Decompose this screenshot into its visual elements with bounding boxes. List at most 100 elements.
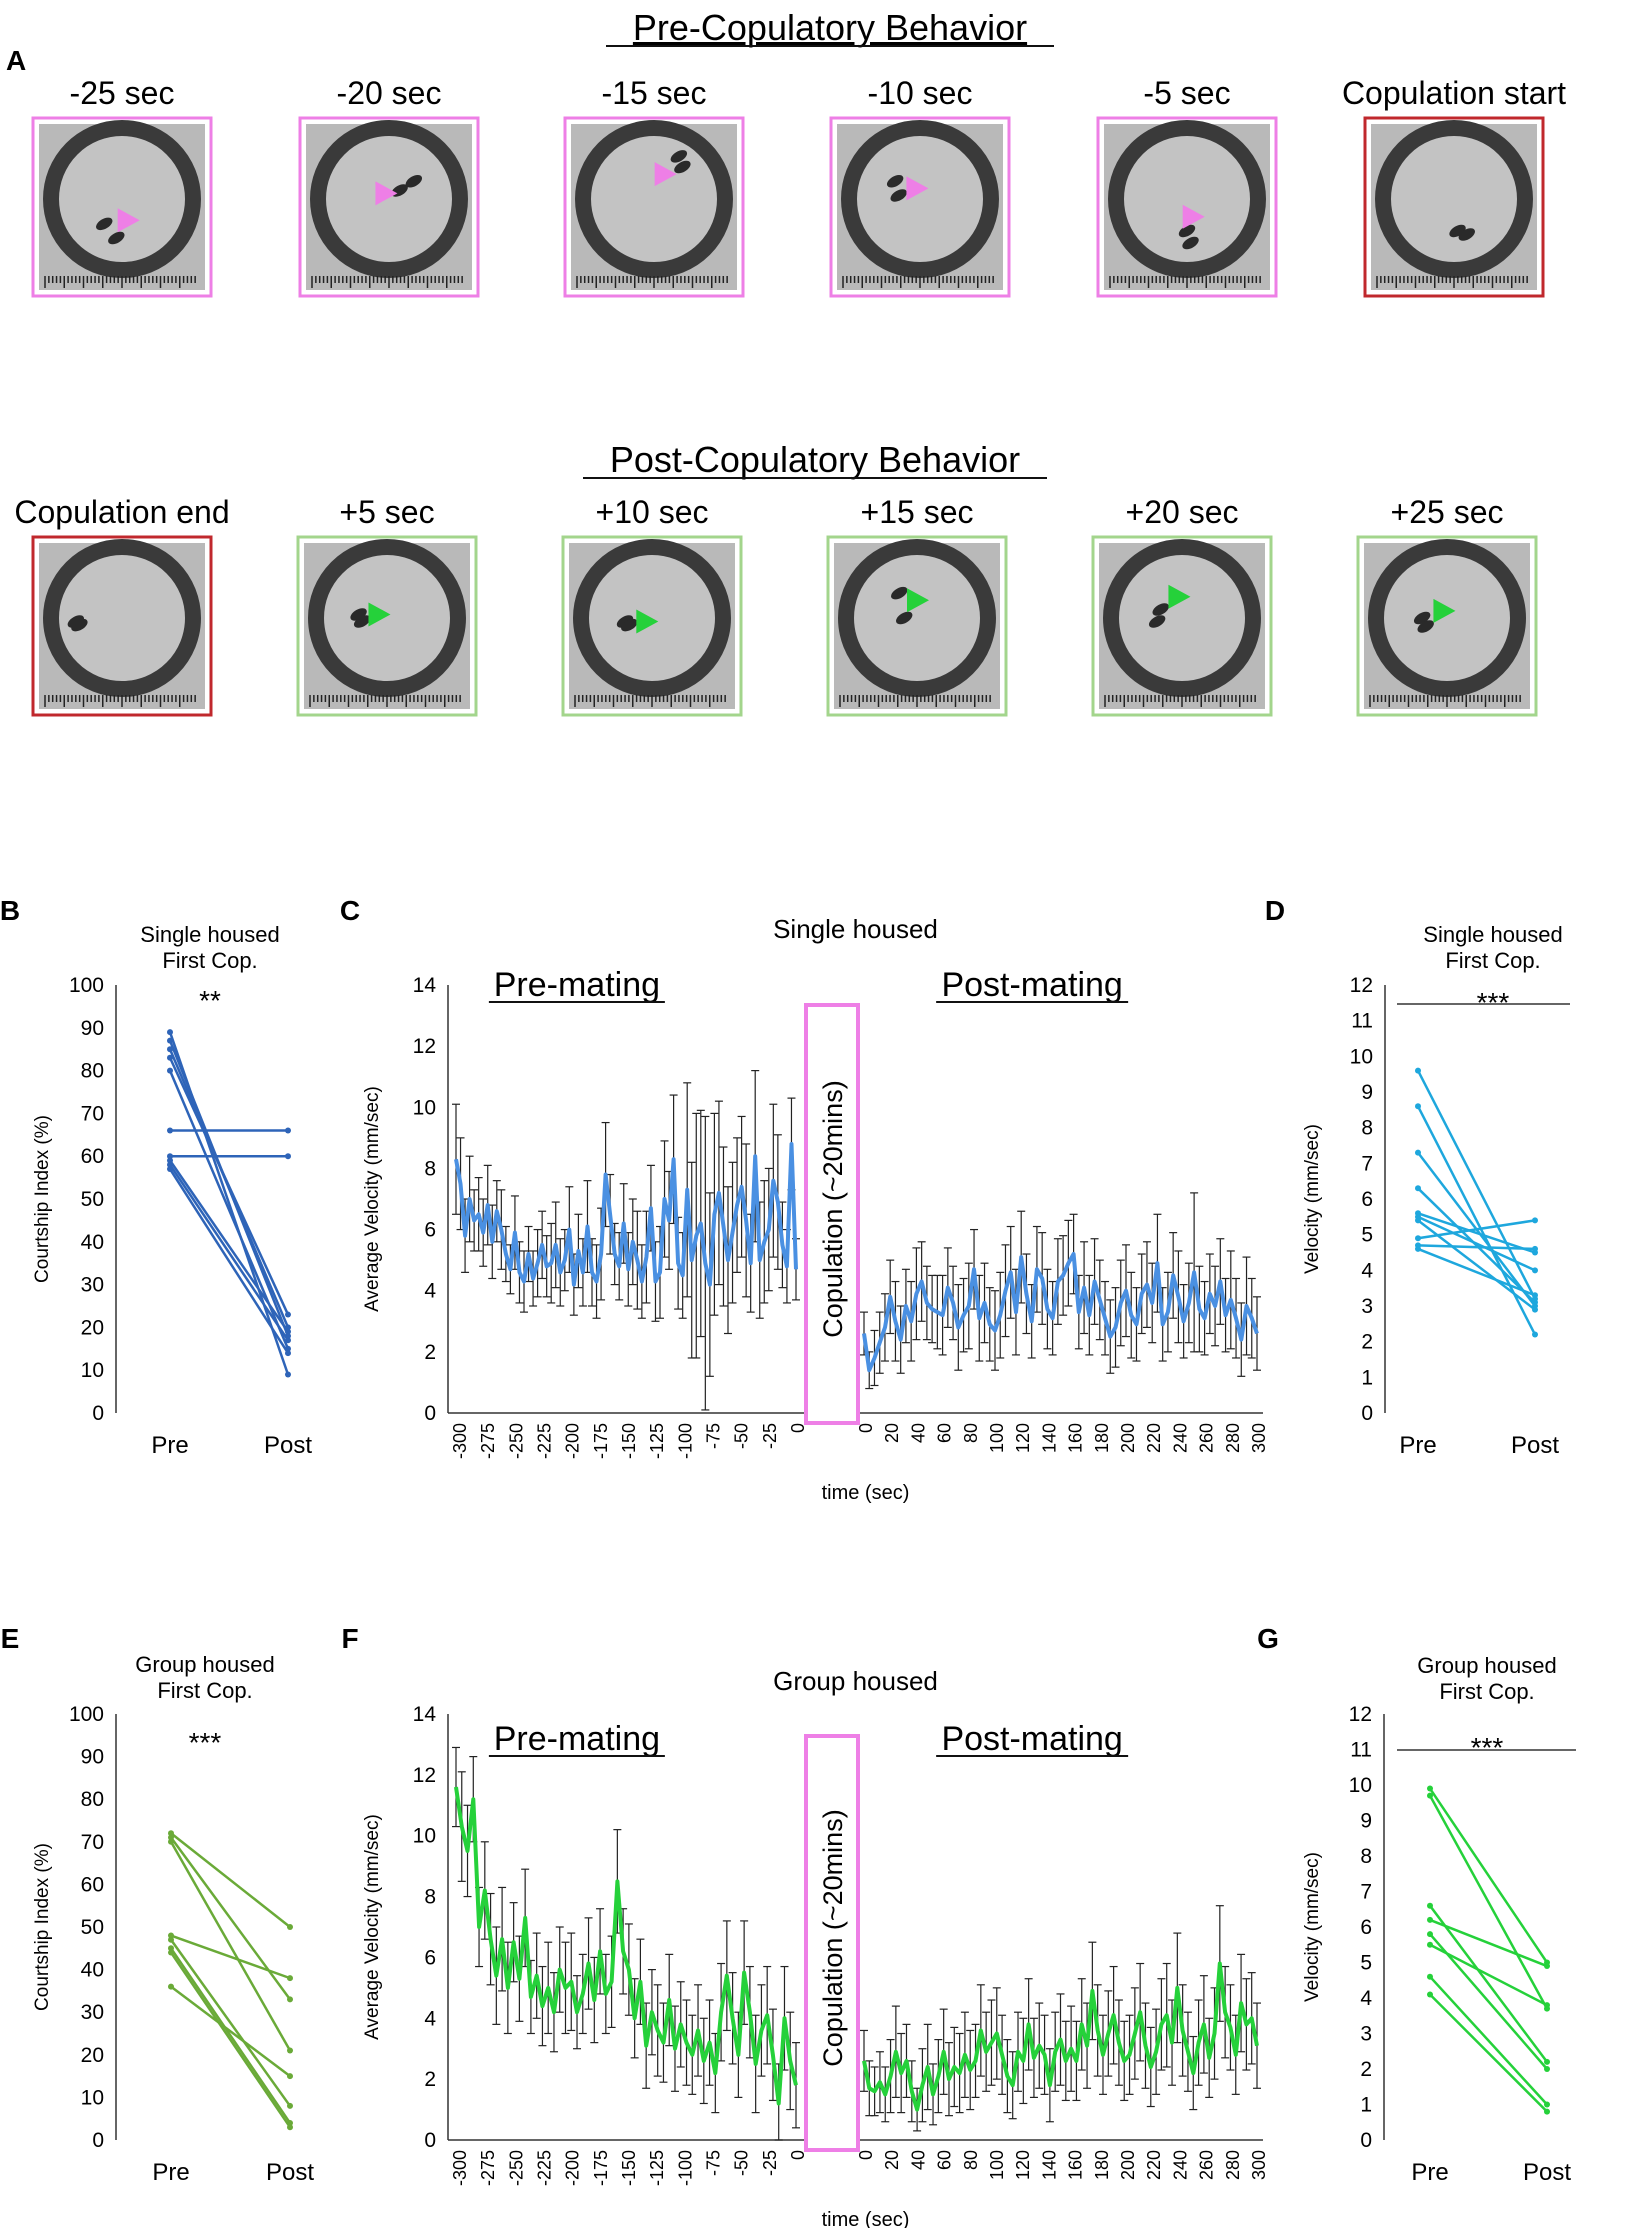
y-tick-label: 50: [81, 1916, 104, 1939]
x-tick-label: -150: [619, 2150, 639, 2186]
chart-title-line: First Cop.: [1445, 948, 1540, 973]
data-point: [285, 1153, 291, 1160]
paired-line: [169, 1951, 292, 2128]
panel-label: E: [1, 1623, 20, 1654]
y-axis-label: Average Velocity (mm/sec): [362, 1086, 383, 1312]
x-category-label: Post: [1523, 2159, 1571, 2186]
data-point: [285, 1328, 291, 1335]
y-tick-label: 0: [92, 1402, 104, 1425]
fly: [1182, 236, 1199, 250]
x-tick-label: 220: [1144, 1423, 1164, 1453]
chart-title-line: Group housed: [135, 1652, 274, 1677]
data-point: [287, 1996, 293, 2003]
y-tick-label: 2: [424, 1341, 436, 1364]
x-tick-label: 160: [1066, 2150, 1086, 2180]
copulation-box: [804, 1003, 860, 1425]
x-category-label: Pre: [1411, 2159, 1448, 2186]
post-mating-heading: Post-mating: [941, 966, 1122, 1004]
y-tick-label: 5: [1360, 1952, 1372, 1975]
data-point: [167, 1161, 173, 1168]
panel-label: G: [1257, 1623, 1279, 1654]
paired-line: [1429, 1975, 1548, 2106]
x-axis-label: time (sec): [822, 1482, 910, 1504]
chart-title-line: Group housed: [1417, 1653, 1556, 1678]
paired-line: [1417, 1244, 1536, 1251]
significance-marker: ***: [1471, 1732, 1504, 1763]
pre-frame-4: -5 sec: [1096, 75, 1278, 298]
paired-line: [168, 1159, 290, 1333]
chart-C: C Single housed 0 2 4 6 8 10 12 14 Average Velocit…: [340, 895, 1269, 1504]
paired-line: [1429, 1943, 1548, 2007]
data-point: [168, 1838, 174, 1845]
frame-label: +20 sec: [1126, 494, 1239, 530]
data-point: [1415, 1067, 1421, 1074]
paired-line: [170, 1985, 291, 2078]
frame-label: Copulation start: [1342, 75, 1566, 111]
frame-label: Copulation end: [14, 494, 229, 530]
significance-marker: ***: [189, 1727, 222, 1758]
y-tick-label: 4: [424, 1280, 436, 1303]
paired-line: [168, 1168, 290, 1354]
x-tick-label: 80: [961, 1423, 981, 1443]
arena-ring: [1368, 539, 1526, 697]
fly: [890, 189, 907, 202]
y-axis-label: Courtship Index (%): [32, 1115, 53, 1283]
post-frame-2: +10 sec: [561, 494, 743, 717]
fly: [891, 586, 908, 600]
copulation-label: Copulation (~20mins): [818, 1809, 848, 2066]
arena-ring: [573, 539, 731, 697]
x-tick-label: 140: [1039, 1423, 1059, 1453]
x-tick-label: -275: [478, 1423, 498, 1459]
arrowhead-icon: [368, 602, 391, 627]
paired-line: [1428, 1904, 1549, 2063]
y-tick-label: 9: [1361, 1081, 1373, 1104]
panel-label: C: [340, 895, 360, 926]
y-tick-label: 10: [413, 1096, 436, 1119]
y-tick-label: 40: [81, 1959, 104, 1982]
y-tick-label: 70: [81, 1831, 104, 1854]
frame-label: -20 sec: [337, 75, 442, 111]
paired-line: [1417, 1247, 1536, 1297]
y-tick-label: 11: [1350, 1739, 1372, 1762]
data-point: [287, 2073, 293, 2080]
x-tick-label: 180: [1092, 2150, 1112, 2180]
x-category-label: Post: [264, 1432, 312, 1459]
y-axis-label: Average Velocity (mm/sec): [362, 1814, 383, 2040]
data-point: [285, 1371, 291, 1378]
arena-ring: [838, 539, 996, 697]
pre-mating-velocity-line: [454, 1786, 798, 2106]
x-tick-label: -50: [732, 2150, 752, 2176]
paired-line: [170, 1832, 291, 1928]
paired-line: [168, 1164, 290, 1341]
pre-mating-velocity-line: [454, 1142, 798, 1287]
data-point: [168, 1945, 174, 1952]
data-point: [1532, 1331, 1538, 1338]
panel-label: B: [0, 895, 20, 926]
post-frames-row: Copulation end +5 sec +10 sec +15 sec +20 se…: [14, 494, 1538, 717]
post-frame-0: Copulation end: [14, 494, 230, 717]
x-tick-label: -175: [591, 2150, 611, 2186]
data-point: [285, 1311, 291, 1318]
x-category-label: Post: [266, 2159, 314, 2186]
x-tick-label: -275: [478, 2150, 498, 2186]
paired-line: [1417, 1219, 1536, 1240]
pre-frame-3: -10 sec: [829, 75, 1011, 298]
y-tick-label: 0: [1360, 2129, 1372, 2152]
x-tick-label: 300: [1249, 2150, 1269, 2180]
y-tick-label: 12: [1349, 1703, 1372, 1726]
y-tick-label: 14: [413, 1703, 437, 1726]
arrowhead-icon: [907, 588, 929, 613]
chart-F: F Group housed 0 2 4 6 8 10 12 14 Average Velocity…: [341, 1623, 1269, 2228]
x-tick-label: 0: [788, 1423, 808, 1433]
data-point: [167, 1166, 173, 1173]
arrowhead-icon: [1168, 584, 1191, 609]
y-tick-label: 9: [1360, 1810, 1372, 1833]
paired-line: [169, 1841, 292, 2052]
x-tick-label: 60: [935, 2150, 955, 2170]
fly: [886, 175, 904, 188]
chart-title-line: Single housed: [1423, 922, 1562, 947]
y-tick-label: 14: [413, 974, 437, 997]
data-point: [285, 1350, 291, 1357]
post-mating-velocity-line: [862, 1252, 1259, 1373]
data-point: [1532, 1306, 1538, 1313]
